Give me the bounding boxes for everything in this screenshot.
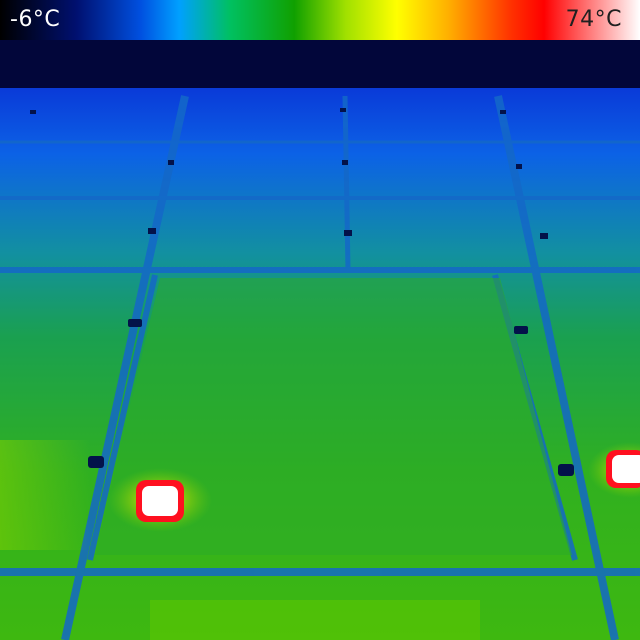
scale-min-label: -6°C — [10, 7, 61, 32]
bottom-warm-band — [150, 600, 480, 640]
mounting-clips — [30, 108, 574, 476]
scale-max-label: 74°C — [565, 7, 622, 32]
left-warm-band — [0, 440, 90, 550]
hotspot-core — [142, 486, 178, 516]
center-panel — [95, 278, 572, 555]
temperature-scale-bar: -6°C 74°C — [0, 0, 640, 40]
hotspot-core — [612, 455, 640, 483]
panel-frames — [0, 95, 640, 640]
